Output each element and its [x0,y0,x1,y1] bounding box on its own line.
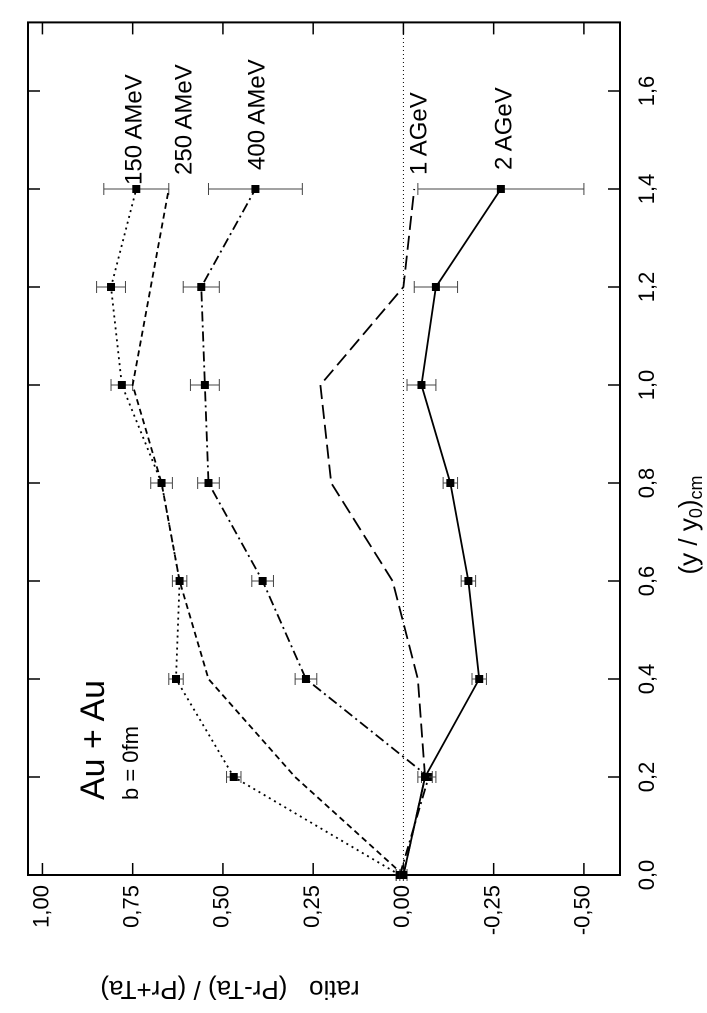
y-tick-label: 0,75 [118,885,143,928]
marker [417,381,426,389]
x-axis-label-part: (y / y [673,518,703,574]
series-label: 400 AMeV [243,59,270,170]
marker [175,577,184,585]
series-label: 1 AGeV [405,92,432,175]
marker [107,283,116,291]
y-axis-label: ratio (Pr-Ta) / (Pr+Ta) [100,975,359,1005]
x-tick-label: 0,0 [634,860,659,891]
y-tick-label: 0,00 [389,885,414,928]
series-line [131,188,405,876]
annotation: Au + Au [74,680,112,800]
series-label: 250 AMeV [170,64,197,175]
x-axis-label-part: ) [673,499,703,508]
annotation: b = 0fm [118,726,143,800]
x-tick-label: 1,2 [634,272,659,303]
marker [301,675,310,683]
marker [446,479,455,487]
series-line [319,188,426,876]
x-axis-label: (y / y0)cm [673,475,706,574]
y-tick-label: 0,25 [299,885,324,928]
marker [399,871,408,879]
marker [496,185,505,193]
marker [172,675,180,683]
marker [200,381,209,389]
x-axis-label-sub: cm [686,475,706,499]
marker [197,283,206,291]
marker [421,773,430,781]
marker [132,185,141,193]
x-tick-label: 0,8 [634,468,659,499]
y-tick-label: 1,00 [28,885,53,928]
series-label: 2 AGeV [490,87,517,170]
marker [157,479,166,487]
series-line [402,188,502,876]
marker [117,381,126,389]
x-tick-label: 0,6 [634,566,659,597]
y-tick-label: -0,50 [570,885,595,935]
marker [431,283,440,291]
x-tick-label: 1,4 [634,174,659,205]
series-line [110,188,401,876]
x-tick-label: 0,4 [634,664,659,695]
marker [251,185,260,193]
x-tick-label: 1,0 [634,370,659,401]
rotated-plot: 0,0 0,2 0,4 0,6 0,8 1,0 1,2 1,4 1,6 -0,50 -0,25 0,0… [27,21,706,1005]
x-tick-label: 1,6 [634,76,659,107]
y-tick-label: -0,25 [479,885,504,935]
series-line [200,188,430,876]
plot-frame [27,21,621,876]
x-axis-label-sub: 0 [686,508,706,518]
x-tick-label: 0,2 [634,762,659,793]
marker [464,577,473,585]
marker [204,479,213,487]
y-tick-label: 0,50 [209,885,234,928]
series-label: 150 AMeV [120,74,147,185]
marker [475,675,484,683]
marker [258,577,267,585]
marker [229,773,238,781]
